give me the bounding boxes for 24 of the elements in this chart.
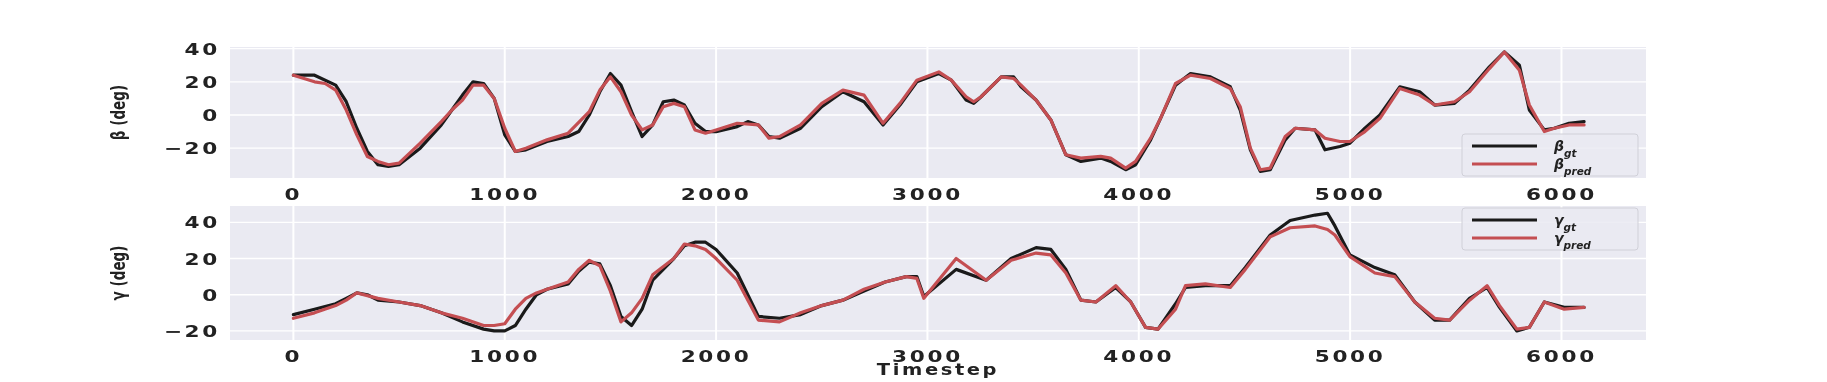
y-tick-label: 0 [202, 105, 220, 125]
y-tick-label: 20 [184, 72, 220, 92]
x-axis-title: Timestep [876, 361, 1000, 379]
y-tick-label: 40 [184, 213, 220, 232]
y-axis-title: β (deg) [107, 84, 130, 141]
x-tick-label: 5000 [1314, 184, 1386, 204]
y-tick-label: −20 [163, 139, 220, 158]
x-tick-label: 6000 [1526, 346, 1597, 366]
x-tick-label: 1000 [469, 184, 541, 204]
x-tick-label: 2000 [680, 346, 752, 366]
x-tick-label: 2000 [680, 184, 752, 204]
x-tick-label: 1000 [469, 346, 541, 366]
y-tick-label: 0 [202, 285, 220, 305]
y-tick-label: 20 [184, 249, 220, 268]
x-tick-label: 3000 [891, 184, 963, 204]
x-tick-label: 0 [284, 346, 303, 366]
x-tick-label: 5000 [1314, 346, 1386, 366]
x-tick-label: 0 [284, 184, 303, 204]
x-tick-label: 4000 [1103, 346, 1175, 366]
x-tick-label: 6000 [1526, 184, 1597, 204]
y-axis-title: γ (deg) [107, 245, 130, 301]
x-tick-label: 4000 [1103, 184, 1175, 204]
y-tick-label: −20 [163, 321, 220, 341]
y-tick-label: 40 [184, 39, 220, 59]
